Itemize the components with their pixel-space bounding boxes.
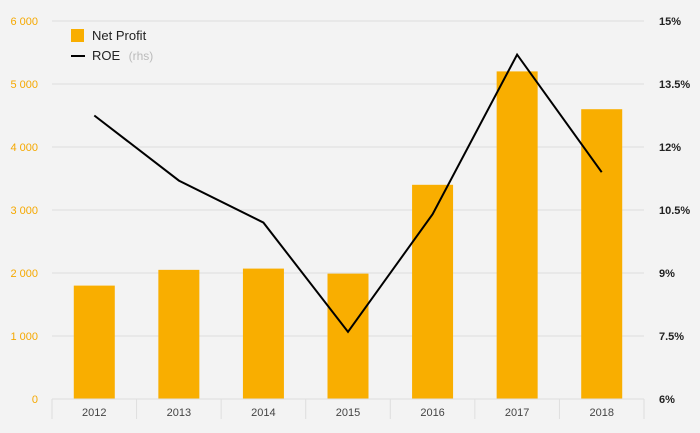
- y-axis-right: 6% 7.5% 9% 10.5% 12% 13.5% 15%: [659, 16, 690, 406]
- y-right-tick-label: 10.5%: [659, 205, 690, 217]
- x-tick-label: 2012: [82, 407, 106, 419]
- bar-2017: [496, 71, 538, 400]
- y-right-tick-label: 13.5%: [659, 79, 690, 91]
- y-left-tick-label: 5 000: [10, 79, 38, 91]
- y-axis-left: 0 1 000 2 000 3 000 4 000 5 000 6 000: [10, 16, 38, 406]
- x-tick-label: 2017: [505, 407, 529, 419]
- legend-label-roe-suffix: (rhs): [129, 49, 154, 63]
- x-tick-label: 2014: [251, 407, 275, 419]
- bar-series-net-profit: [73, 71, 623, 400]
- x-tick-label: 2018: [589, 407, 613, 419]
- grid-lines: [52, 20, 644, 337]
- y-right-tick-label: 9%: [659, 268, 675, 280]
- line-series-roe: [93, 52, 603, 334]
- y-left-tick-label: 0: [32, 394, 38, 406]
- legend-label-roe-name: ROE: [92, 48, 121, 63]
- bar-2015: [327, 273, 369, 399]
- legend-label-net-profit: Net Profit: [92, 28, 147, 43]
- y-right-tick-label: 15%: [659, 16, 681, 28]
- bar-2016: [412, 184, 454, 399]
- x-axis: 2012 2013 2014 2015 2016 2017 2018: [51, 398, 645, 419]
- legend: Net Profit ROE (rhs): [71, 28, 153, 64]
- legend-label-roe: ROE (rhs): [92, 47, 153, 64]
- y-right-tick-label: 7.5%: [659, 331, 684, 343]
- x-tick-label: 2015: [336, 407, 360, 419]
- bar-2012: [73, 285, 115, 399]
- y-left-tick-label: 3 000: [10, 205, 38, 217]
- x-tick-label: 2013: [167, 407, 191, 419]
- y-left-tick-label: 1 000: [10, 331, 38, 343]
- y-left-tick-label: 6 000: [10, 16, 38, 28]
- legend-swatch-net-profit: [71, 29, 84, 42]
- y-right-tick-label: 6%: [659, 394, 675, 406]
- bar-2018: [581, 109, 623, 399]
- y-left-tick-label: 2 000: [10, 268, 38, 280]
- y-right-tick-label: 12%: [659, 142, 681, 154]
- y-left-tick-label: 4 000: [10, 142, 38, 154]
- bar-2013: [158, 269, 200, 399]
- x-tick-label: 2016: [420, 407, 444, 419]
- bar-2014: [242, 268, 284, 399]
